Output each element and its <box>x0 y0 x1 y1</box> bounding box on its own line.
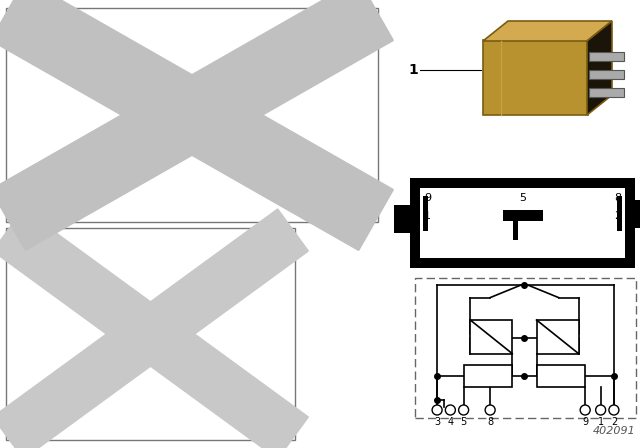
Bar <box>463 365 512 387</box>
Text: 4: 4 <box>447 417 453 427</box>
Text: 4: 4 <box>519 211 526 221</box>
Text: 9: 9 <box>582 417 588 427</box>
Bar <box>635 200 640 228</box>
Bar <box>6 228 295 440</box>
Text: 9: 9 <box>424 193 431 203</box>
Text: 2: 2 <box>614 211 621 221</box>
Bar <box>536 320 579 353</box>
Text: 3: 3 <box>434 417 440 427</box>
Bar <box>617 196 622 218</box>
Bar <box>6 8 378 222</box>
Text: 402091: 402091 <box>593 426 636 436</box>
Circle shape <box>609 405 619 415</box>
Polygon shape <box>0 209 308 448</box>
Bar <box>502 210 543 216</box>
Bar <box>617 209 622 231</box>
Polygon shape <box>0 0 394 250</box>
Text: 5: 5 <box>461 417 467 427</box>
Bar <box>483 40 588 115</box>
Bar <box>423 209 428 231</box>
Bar <box>394 205 410 233</box>
Text: 1: 1 <box>424 211 431 221</box>
Polygon shape <box>0 0 394 250</box>
Circle shape <box>432 405 442 415</box>
Bar <box>513 218 518 240</box>
Bar <box>423 196 428 218</box>
Bar <box>536 365 585 387</box>
Bar <box>470 320 512 353</box>
Polygon shape <box>483 21 612 41</box>
Text: 2: 2 <box>611 417 617 427</box>
Bar <box>410 178 635 268</box>
Bar <box>420 188 625 258</box>
Text: 1: 1 <box>408 63 418 77</box>
Bar <box>589 52 624 61</box>
Polygon shape <box>587 21 612 115</box>
Text: 8: 8 <box>487 417 493 427</box>
Polygon shape <box>0 209 308 448</box>
Circle shape <box>485 405 495 415</box>
Bar <box>415 278 636 418</box>
Text: 3: 3 <box>516 212 524 222</box>
Circle shape <box>445 405 456 415</box>
Circle shape <box>596 405 605 415</box>
Text: 5: 5 <box>519 193 526 203</box>
Bar <box>502 215 543 221</box>
Text: 8: 8 <box>614 193 621 203</box>
Circle shape <box>459 405 468 415</box>
Bar <box>589 70 624 79</box>
Bar <box>589 88 624 97</box>
Text: 1: 1 <box>598 417 604 427</box>
Circle shape <box>580 405 590 415</box>
